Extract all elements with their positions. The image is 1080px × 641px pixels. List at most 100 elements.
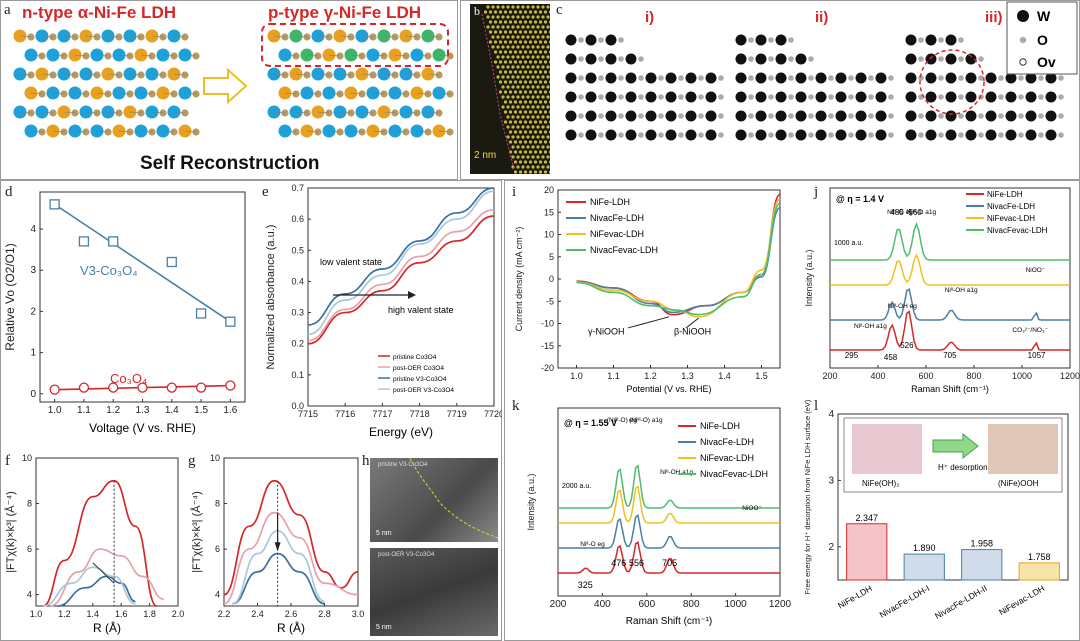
w-atom — [565, 72, 577, 84]
peak-assignment: NiOO⁻ — [742, 505, 762, 512]
w-atom — [685, 91, 697, 103]
atom-column — [526, 105, 530, 109]
atom-column — [528, 10, 533, 14]
atom-column — [548, 170, 550, 174]
atom-column — [513, 70, 518, 74]
x-tick-label: 1.8 — [143, 609, 156, 619]
w-atom — [625, 129, 637, 141]
atom-column — [541, 55, 545, 59]
y-tick-label: 20 — [544, 185, 554, 195]
o-atom — [808, 56, 814, 62]
x-tick-label: 1.1 — [77, 405, 91, 416]
peak-label: 705 — [662, 558, 677, 568]
raman-spectrum — [558, 514, 780, 549]
w-atom — [855, 72, 867, 84]
bond — [328, 130, 341, 133]
x-tick-label: 7719 — [447, 409, 467, 419]
atom-column — [496, 55, 500, 59]
bond — [306, 54, 319, 57]
y-tick-label: -20 — [541, 363, 554, 373]
annotation: γ-NiOOH — [588, 327, 625, 337]
w-atom — [685, 129, 697, 141]
w-atom — [905, 34, 917, 46]
x-axis-label: Raman Shift (cm⁻¹) — [626, 616, 712, 627]
atom-column — [538, 170, 543, 174]
atom-column — [503, 100, 508, 104]
atom-column — [548, 130, 550, 134]
surface-outline — [481, 13, 515, 170]
atom-column — [496, 35, 500, 39]
chart-g: 2.2 2.4 2.6 2.8 3.0 4 6 8 10 R (Å) |FTχ(k)×k³| (Å⁻… — [190, 453, 365, 635]
series-line — [232, 530, 325, 605]
atom-column — [523, 80, 528, 84]
atom-column — [538, 70, 543, 74]
atom-column — [518, 40, 523, 44]
oxygen-atom — [391, 71, 399, 79]
atom-column — [533, 140, 538, 144]
w-atom — [1025, 110, 1037, 122]
o-atom — [808, 75, 814, 81]
atom-column — [523, 30, 528, 34]
atom-column — [498, 30, 503, 34]
o-atom — [828, 75, 834, 81]
w-atom — [985, 91, 997, 103]
w-atom — [945, 91, 957, 103]
oxygen-atom — [413, 71, 421, 79]
atom-column — [513, 30, 518, 34]
atom-column — [493, 60, 498, 64]
w-atom — [925, 34, 937, 46]
y-tick-label: 15 — [544, 207, 554, 217]
w-atom — [705, 91, 717, 103]
atom-column — [493, 20, 498, 24]
atom-column — [526, 55, 530, 59]
peak-assignment: CO₃²⁻/NO₃⁻ — [1012, 327, 1048, 334]
o-atom — [848, 94, 854, 100]
panel-label-h: h — [362, 453, 370, 469]
atom-column — [536, 45, 540, 49]
category-label: NiFevac-LDH — [997, 583, 1046, 617]
panel-a-left-title: n-type α-Ni-Fe LDH — [22, 3, 176, 22]
atom-column — [511, 105, 515, 109]
o-atom — [748, 132, 754, 138]
bond — [306, 130, 319, 133]
legend-label: NiFe-LDH — [590, 197, 630, 207]
bond — [118, 130, 131, 133]
y-tick-label: -10 — [541, 319, 554, 329]
step-label: ii) — [815, 9, 828, 26]
y-tick-label: 0 — [549, 274, 554, 284]
bar — [1018, 562, 1060, 581]
w-atom — [925, 72, 937, 84]
x-tick-label: 1.2 — [58, 609, 71, 619]
chart-i: 1.0 1.1 1.2 1.3 1.4 1.5 -20 -15 -10 -5 0 5 10 15 20 Pot… — [514, 185, 781, 394]
legend-ov-marker — [1019, 58, 1027, 66]
y-axis-label: Current density (mA cm⁻²) — [514, 227, 524, 332]
atom-column — [528, 110, 533, 114]
x-tick-label: 200 — [822, 371, 837, 381]
atom-column — [516, 145, 520, 149]
series-label: V3-Co₃O₄ — [80, 263, 138, 278]
atom-column — [523, 120, 528, 124]
atom-column — [526, 85, 530, 89]
bond — [162, 54, 175, 57]
atom-column — [506, 55, 510, 59]
x-tick-label: 1.3 — [136, 405, 150, 416]
x-tick-label: 3.0 — [352, 609, 365, 619]
oxygen-atom — [303, 71, 311, 79]
atom-column — [528, 70, 533, 74]
series-line — [42, 479, 158, 607]
bond — [63, 73, 76, 76]
atom-column — [536, 115, 540, 119]
oxygen-atom — [115, 71, 123, 79]
atom-column — [538, 160, 543, 164]
atom-column — [511, 25, 515, 29]
atom-column — [506, 25, 510, 29]
stem-image — [470, 4, 550, 174]
atom-column — [521, 115, 525, 119]
atom-column — [511, 5, 515, 9]
raman-spectrum — [558, 541, 780, 574]
peak-assignment: NiOO⁻ — [1026, 267, 1046, 274]
o-atom — [808, 132, 814, 138]
atom-column — [531, 75, 535, 79]
w-atom — [665, 110, 677, 122]
atom-column — [516, 135, 520, 139]
